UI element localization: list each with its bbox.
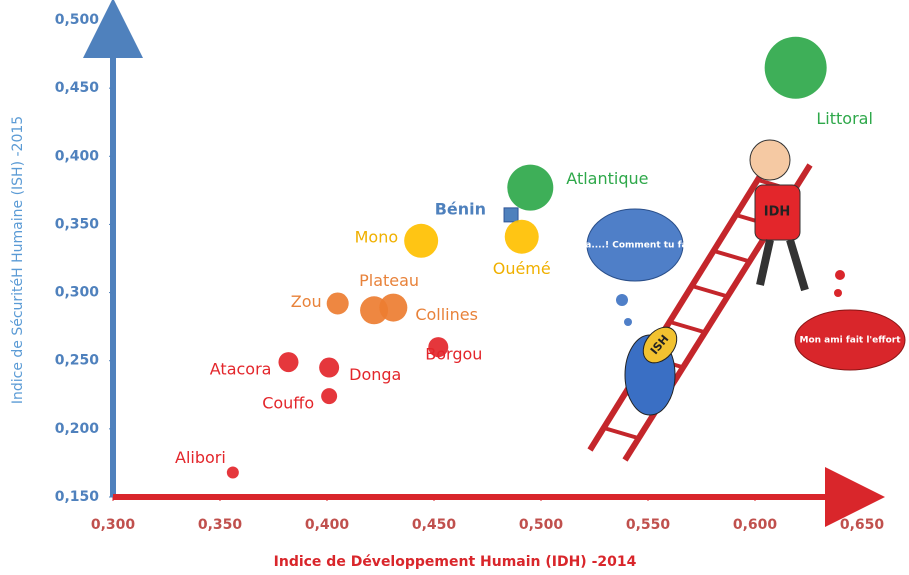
point-label: Bénin	[435, 199, 486, 218]
bubble	[278, 352, 299, 373]
bubble	[507, 164, 554, 211]
y-tick-label: 0,150	[55, 489, 100, 505]
x-tick-label: 0,550	[626, 517, 671, 533]
bubble	[404, 223, 439, 258]
y-tick-label: 0,500	[55, 12, 100, 28]
y-tick-label: 0,200	[55, 421, 100, 437]
x-tick-label: 0,600	[733, 517, 778, 533]
point-label: Atlantique	[566, 169, 648, 188]
x-tick-label: 0,350	[198, 517, 243, 533]
x-axis-title: Indice de Développement Humain (IDH) -20…	[274, 554, 637, 570]
y-tick-label: 0,350	[55, 216, 100, 232]
point-label: Collines	[415, 305, 478, 324]
x-tick-label: 0,500	[519, 517, 564, 533]
bubble	[504, 219, 539, 254]
x-tick-label: 0,650	[840, 517, 885, 533]
bubble	[326, 292, 349, 315]
point-label: Mono	[355, 227, 399, 246]
bubble	[428, 337, 449, 358]
point-label: Ouémé	[493, 259, 551, 278]
point-label: Zou	[291, 292, 322, 311]
bubble	[319, 357, 340, 378]
speech-bubble: Mon ami fait l'effort	[799, 336, 901, 346]
point-label: Couffo	[262, 394, 314, 413]
point-label: Littoral	[816, 109, 873, 128]
y-tick-label: 0,250	[55, 353, 100, 369]
bubble	[321, 388, 338, 405]
x-tick-label: 0,400	[305, 517, 350, 533]
point-label: Plateau	[359, 271, 419, 290]
marker	[503, 207, 519, 223]
bubble	[226, 466, 239, 479]
x-tick-label: 0,450	[412, 517, 457, 533]
y-tick-label: 0,450	[55, 80, 100, 96]
speech-bubble: Haaa....! Comment tu fais ?	[566, 241, 705, 251]
cartoon	[586, 139, 906, 462]
bubble	[764, 36, 827, 99]
badge: IDH	[764, 205, 791, 220]
bubble	[379, 293, 408, 322]
point-label: Alibori	[175, 448, 226, 467]
point-label: Atacora	[210, 360, 272, 379]
x-tick-label: 0,300	[91, 517, 136, 533]
point-label: Donga	[349, 365, 401, 384]
point-label: Borgou	[425, 345, 482, 364]
y-tick-label: 0,400	[55, 148, 100, 164]
y-axis-title: Indice de SécuritéH Humaine (ISH) -2015	[10, 116, 26, 404]
y-tick-label: 0,300	[55, 285, 100, 301]
